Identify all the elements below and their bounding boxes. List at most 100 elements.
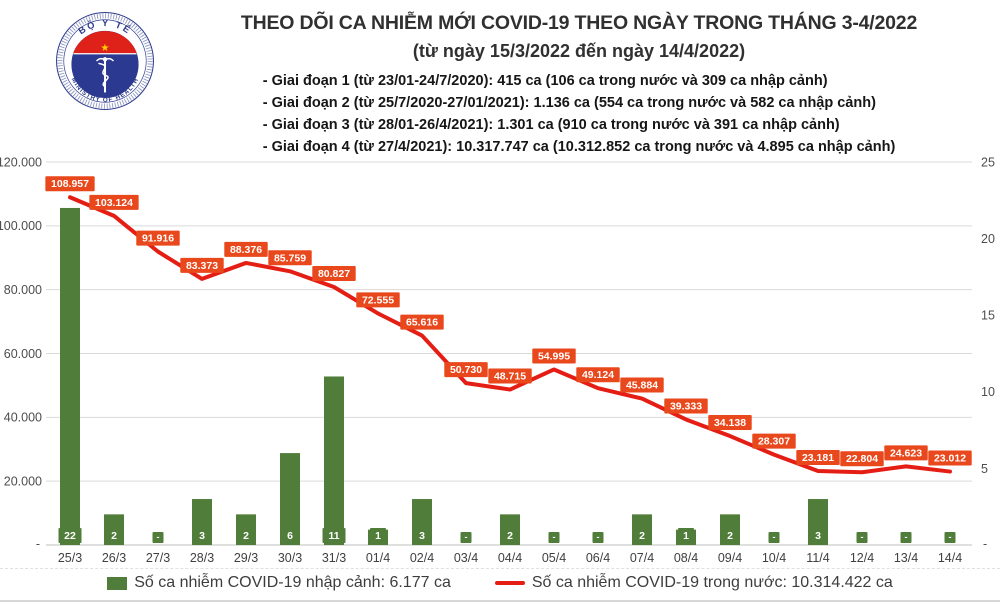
bar-label: 2 (507, 530, 513, 542)
x-axis-label: 28/3 (190, 551, 214, 565)
right-axis-tick-label: 25 (981, 155, 995, 169)
x-axis-label: 25/3 (58, 551, 82, 565)
x-axis-label: 12/4 (850, 551, 874, 565)
logo-star-icon: ★ (100, 43, 109, 54)
line-label-box (224, 241, 268, 257)
bar-label-box (238, 528, 254, 543)
left-axis-tick-label: 40.000 (4, 411, 42, 425)
x-axis-label: 27/3 (146, 551, 170, 565)
line-label-box (356, 292, 400, 308)
bar-label-box (900, 532, 912, 543)
bar-label: - (905, 532, 908, 542)
right-axis-labels: 25 20 15 10 5 - (981, 155, 995, 551)
bar-label: 2 (727, 530, 733, 542)
x-axis-label: 09/4 (718, 551, 742, 565)
x-axis-label: 07/4 (630, 551, 654, 565)
phase-line-1: - Giai đoạn 1 (từ 23/01-24/7/2020): 415 … (262, 73, 828, 89)
x-axis-labels: 25/3 26/3 27/3 28/3 29/3 30/3 31/3 01/4 02/4 03/4… (58, 551, 962, 565)
line-label: 50.730 (450, 364, 482, 376)
bar-legend-label: Số ca nhiễm COVID-19 nhập cảnh: 6.177 ca (134, 574, 451, 591)
logo-staff-wings (96, 57, 114, 62)
gridlines (46, 161, 972, 546)
bar-label: 1 (375, 530, 381, 542)
bar-label-box (414, 528, 430, 543)
line-label-box (268, 250, 312, 266)
phase-line-4: - Giai đoạn 4 (từ 27/4/2021): 10.317.747… (262, 139, 896, 155)
phase-summary: - Giai đoạn 1 (từ 23/01-24/7/2020): 415 … (263, 70, 896, 158)
bar-label: - (465, 532, 468, 542)
line-legend-label: Số ca nhiễm COVID-19 trong nước: 10.314.… (531, 574, 893, 591)
line-label: 45.884 (626, 380, 658, 392)
left-axis-zero-label: - (36, 537, 40, 551)
bar-label: - (553, 532, 556, 542)
line-label: 23.181 (802, 452, 834, 464)
line-label: 28.307 (758, 436, 790, 448)
line-label-box (45, 176, 95, 192)
bar-label: 22 (64, 530, 76, 542)
line-label: 39.333 (670, 400, 702, 412)
left-axis-tick-label: 60.000 (4, 347, 42, 361)
bar-label-box (58, 528, 82, 543)
line-label-box (444, 362, 488, 378)
bar-label-box (460, 532, 472, 543)
line-label: 83.373 (186, 260, 218, 272)
left-axis-tick-label: 100.000 (0, 219, 42, 233)
line-label: 54.995 (538, 350, 570, 362)
line-label-box (532, 348, 576, 364)
left-axis-tick-label: 120.000 (0, 155, 42, 169)
x-axis-label: 05/4 (542, 551, 566, 565)
x-axis-label: 13/4 (894, 551, 918, 565)
right-axis-tick-label: 15 (981, 309, 995, 323)
bar-label-box (592, 532, 604, 543)
chart-subtitle: (từ ngày 15/3/2022 đến ngày 14/4/2022) (412, 41, 746, 61)
x-axis-label: 06/4 (586, 551, 610, 565)
x-axis-label: 26/3 (102, 551, 126, 565)
bar-label-box (678, 528, 694, 543)
legend-separator (0, 568, 1000, 569)
line-label: 72.555 (362, 294, 394, 306)
chart-header: THEO DÕI CA NHIỄM MỚI COVID-19 THEO NGÀY… (162, 12, 996, 158)
legend-item-imported: Số ca nhiễm COVID-19 nhập cảnh: 6.177 ca (107, 574, 451, 592)
phase-line-3: - Giai đoạn 3 (từ 28/01-26/4/2021): 1.30… (262, 117, 840, 133)
line-label-box (928, 450, 972, 466)
bar-series (60, 207, 828, 545)
x-axis-label: 11/4 (806, 551, 829, 565)
line-label-box (312, 266, 356, 282)
bar-label-box (722, 528, 738, 543)
line-label-box (488, 368, 532, 384)
line-label-box (620, 377, 664, 393)
right-axis-tick-label: 5 (981, 462, 988, 476)
bar-label: 2 (639, 530, 645, 542)
line-label-box (884, 445, 928, 461)
line-label: 108.957 (51, 178, 89, 190)
bar-label: - (861, 532, 864, 542)
line-label: 103.124 (95, 197, 133, 209)
line-label-box (840, 451, 884, 467)
bar-label: 11 (328, 530, 339, 542)
x-axis-label: 08/4 (674, 551, 698, 565)
line-label: 34.138 (714, 417, 746, 429)
line-label-box (136, 230, 180, 246)
line-label: 88.376 (230, 244, 262, 256)
line-label: 65.616 (406, 317, 438, 329)
bar-labels: 22 2-3 2 6 11 1 3-2- -2 1 2-3- - - (58, 528, 956, 543)
x-axis-label: 29/3 (234, 551, 258, 565)
x-axis-label: 03/4 (454, 551, 478, 565)
left-axis-tick-label: 20.000 (4, 475, 42, 489)
bar-label: - (157, 532, 160, 542)
line-label: 91.916 (142, 233, 174, 245)
bar-label: 3 (199, 530, 205, 542)
line-label-box (796, 450, 840, 466)
bar-label-box (152, 532, 164, 543)
bar-label-box (634, 528, 650, 543)
line-label-box (752, 433, 796, 449)
x-axis-label: 10/4 (762, 551, 786, 565)
bar-legend-swatch (107, 576, 128, 590)
bar-label: - (597, 532, 600, 542)
right-axis-tick-label: 10 (981, 385, 995, 399)
line-label-box (576, 367, 620, 383)
right-axis-tick-label: 20 (981, 232, 995, 246)
x-axis-label: 30/3 (278, 551, 302, 565)
bar-label-box (944, 532, 956, 543)
